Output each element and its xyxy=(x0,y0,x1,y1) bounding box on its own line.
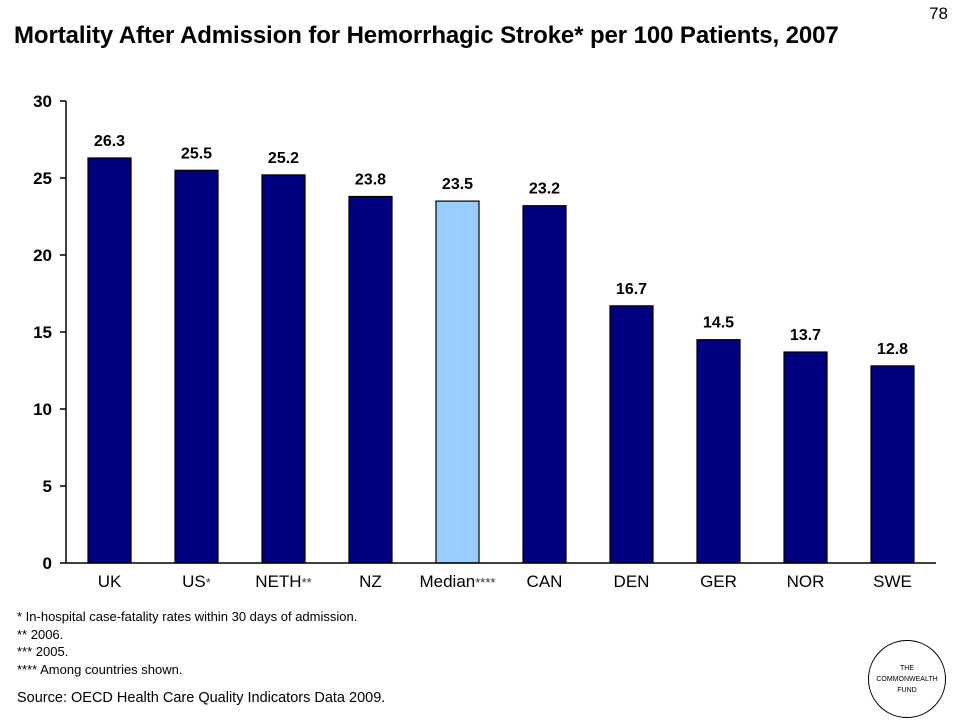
bar xyxy=(435,200,480,564)
data-label: 14.5 xyxy=(703,315,734,332)
data-label: 23.5 xyxy=(442,176,473,193)
logo-text: COMMONWEALTH xyxy=(876,675,938,683)
y-tick-label: 5 xyxy=(43,477,52,496)
bar xyxy=(870,365,915,564)
data-label: 23.2 xyxy=(529,181,560,198)
bar xyxy=(174,169,219,564)
logo-text: THE xyxy=(900,664,914,672)
logo-text: FUND xyxy=(897,686,917,694)
data-label: 16.7 xyxy=(616,281,647,298)
category-label: CAN xyxy=(527,572,563,591)
category-label: US* xyxy=(182,572,211,591)
bar xyxy=(783,351,828,564)
footnote: **** Among countries shown. xyxy=(17,661,183,677)
y-tick-label: 15 xyxy=(33,323,52,342)
bar xyxy=(261,174,306,564)
footnotes: * In-hospital case-fatality rates within… xyxy=(17,608,357,678)
page-number: 78 xyxy=(929,4,948,23)
category-label: UK xyxy=(98,572,122,591)
bar xyxy=(522,205,567,564)
footnote: * In-hospital case-fatality rates within… xyxy=(17,609,358,624)
data-label: 13.7 xyxy=(790,327,821,344)
bar xyxy=(609,305,654,564)
category-label: NETH** xyxy=(255,572,311,591)
category-label: Median**** xyxy=(419,572,495,591)
data-label: 25.5 xyxy=(181,145,212,162)
bar xyxy=(348,195,393,564)
footnote: *** 2005. xyxy=(17,644,69,659)
category-label: NZ xyxy=(359,572,382,591)
commonwealth-fund-logo: THE COMMONWEALTH FUND xyxy=(868,640,946,718)
source-note: Source: OECD Health Care Quality Indicat… xyxy=(17,690,386,706)
bar xyxy=(696,339,741,564)
page-title: Mortality After Admission for Hemorrhagi… xyxy=(14,22,839,49)
data-label: 12.8 xyxy=(877,341,908,358)
data-label: 26.3 xyxy=(94,133,125,150)
y-tick-label: 0 xyxy=(43,554,52,573)
bar xyxy=(87,157,132,564)
data-label: 25.2 xyxy=(268,150,299,167)
category-label: GER xyxy=(700,572,737,591)
category-label: DEN xyxy=(614,572,650,591)
y-tick-label: 20 xyxy=(33,246,52,265)
category-label: NOR xyxy=(787,572,825,591)
y-tick-label: 10 xyxy=(33,400,52,419)
y-tick-label: 25 xyxy=(33,169,52,188)
footnote: ** 2006. xyxy=(17,626,64,642)
y-tick-label: 30 xyxy=(33,92,52,111)
data-label: 23.8 xyxy=(355,171,386,188)
category-label: SWE xyxy=(873,572,912,591)
